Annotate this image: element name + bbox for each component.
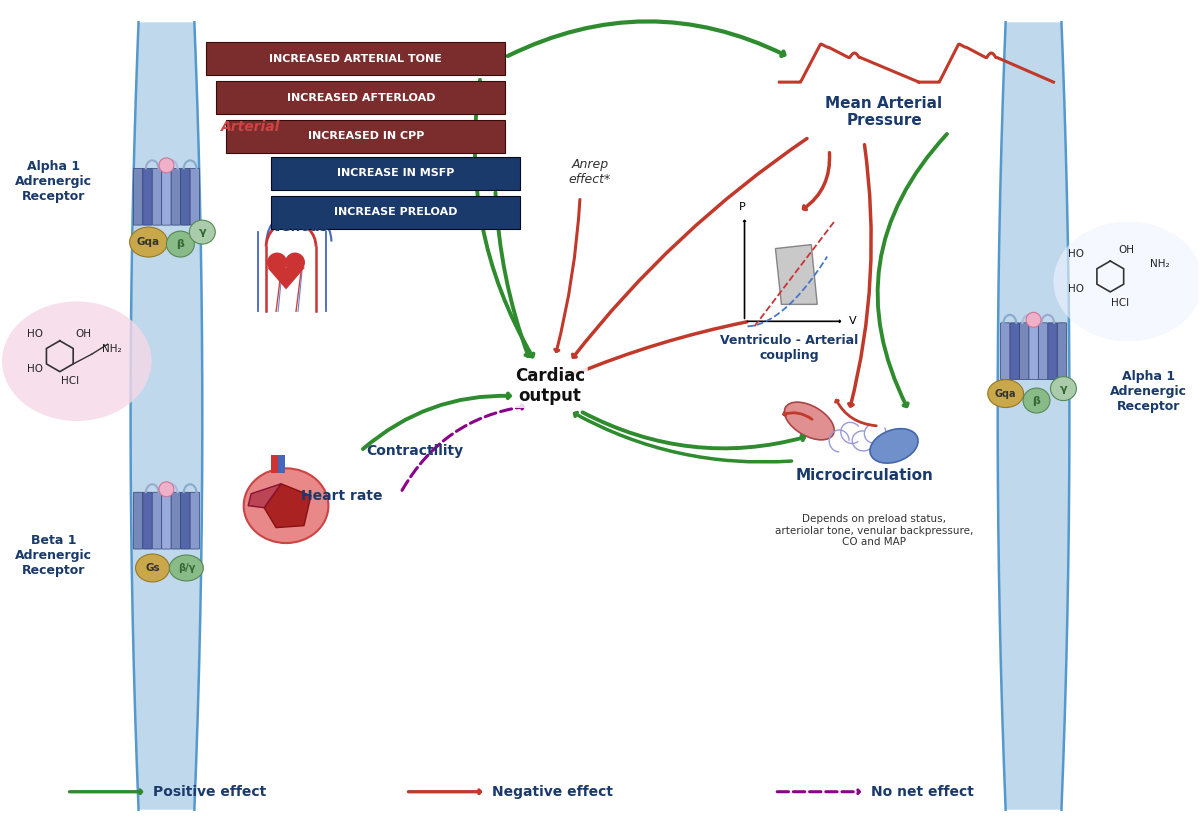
Circle shape xyxy=(1026,312,1042,327)
Text: Gqa: Gqa xyxy=(137,237,160,247)
Text: Cardiac
output: Cardiac output xyxy=(515,366,586,406)
Text: P: P xyxy=(739,202,746,212)
FancyBboxPatch shape xyxy=(172,169,181,225)
Text: HCl: HCl xyxy=(1111,298,1129,308)
FancyBboxPatch shape xyxy=(206,42,505,75)
FancyBboxPatch shape xyxy=(271,196,521,229)
Text: β: β xyxy=(176,239,185,249)
FancyBboxPatch shape xyxy=(162,492,172,549)
FancyBboxPatch shape xyxy=(1019,322,1028,380)
FancyBboxPatch shape xyxy=(227,120,505,153)
FancyBboxPatch shape xyxy=(152,169,162,225)
FancyBboxPatch shape xyxy=(1028,322,1038,380)
Ellipse shape xyxy=(988,380,1024,407)
FancyBboxPatch shape xyxy=(1038,322,1048,380)
Ellipse shape xyxy=(169,555,203,581)
Text: Anrep
effect*: Anrep effect* xyxy=(569,158,611,186)
Bar xyxy=(277,455,284,473)
Text: INCREASED IN CPP: INCREASED IN CPP xyxy=(307,131,424,141)
FancyBboxPatch shape xyxy=(133,169,143,225)
Text: Positive effect: Positive effect xyxy=(154,784,266,799)
Text: NH₂: NH₂ xyxy=(102,344,121,354)
Text: INCREASED ARTERIAL TONE: INCREASED ARTERIAL TONE xyxy=(269,54,443,64)
Text: OH: OH xyxy=(76,329,91,339)
Text: Mean Arterial
Pressure: Mean Arterial Pressure xyxy=(826,96,943,128)
Text: No net effect: No net effect xyxy=(871,784,974,799)
FancyBboxPatch shape xyxy=(181,169,190,225)
FancyBboxPatch shape xyxy=(1001,322,1010,380)
Ellipse shape xyxy=(2,302,151,421)
Ellipse shape xyxy=(870,429,918,463)
Polygon shape xyxy=(997,22,1069,809)
Text: Alpha 1
Adrenergic
Receptor: Alpha 1 Adrenergic Receptor xyxy=(16,160,92,204)
Polygon shape xyxy=(268,268,305,289)
Text: INCREASE IN MSFP: INCREASE IN MSFP xyxy=(337,169,455,179)
Ellipse shape xyxy=(1024,388,1050,413)
FancyBboxPatch shape xyxy=(143,169,152,225)
Text: β: β xyxy=(1032,396,1040,406)
Text: Venous: Venous xyxy=(274,219,330,234)
Ellipse shape xyxy=(167,231,194,257)
Text: Gqa: Gqa xyxy=(995,389,1016,399)
FancyBboxPatch shape xyxy=(190,169,199,225)
FancyBboxPatch shape xyxy=(216,81,505,114)
FancyBboxPatch shape xyxy=(152,492,162,549)
FancyBboxPatch shape xyxy=(143,492,152,549)
FancyBboxPatch shape xyxy=(1010,322,1019,380)
FancyBboxPatch shape xyxy=(1057,322,1067,380)
Text: Heart rate: Heart rate xyxy=(301,489,383,503)
Polygon shape xyxy=(131,22,203,809)
Text: Negative effect: Negative effect xyxy=(492,784,613,799)
Text: Microcirculation: Microcirculation xyxy=(796,469,934,484)
FancyBboxPatch shape xyxy=(133,492,143,549)
Text: Depends on preload status,
arteriolar tone, venular backpressure,
CO and MAP: Depends on preload status, arteriolar to… xyxy=(775,514,973,548)
Polygon shape xyxy=(775,244,817,304)
Text: Beta 1
Adrenergic
Receptor: Beta 1 Adrenergic Receptor xyxy=(16,534,92,577)
Text: HO: HO xyxy=(26,364,43,374)
Text: HCl: HCl xyxy=(61,376,79,386)
Text: Contractility: Contractility xyxy=(366,444,463,458)
Ellipse shape xyxy=(190,220,215,244)
Text: Arterial: Arterial xyxy=(221,120,281,134)
Text: HO: HO xyxy=(1068,284,1085,294)
Circle shape xyxy=(268,253,287,273)
FancyBboxPatch shape xyxy=(1048,322,1057,380)
Circle shape xyxy=(158,158,174,173)
Text: HO: HO xyxy=(26,329,43,339)
Ellipse shape xyxy=(244,469,329,543)
Text: V: V xyxy=(850,317,857,327)
Text: INCREASE PRELOAD: INCREASE PRELOAD xyxy=(334,207,457,217)
Text: Alpha 1
Adrenergic
Receptor: Alpha 1 Adrenergic Receptor xyxy=(1110,370,1187,412)
Circle shape xyxy=(286,253,305,273)
Bar xyxy=(271,455,277,473)
Text: OH: OH xyxy=(1118,244,1134,254)
FancyBboxPatch shape xyxy=(162,169,172,225)
FancyBboxPatch shape xyxy=(190,492,199,549)
Ellipse shape xyxy=(1054,222,1200,342)
FancyBboxPatch shape xyxy=(271,157,521,189)
Text: Ventriculo - Arterial
coupling: Ventriculo - Arterial coupling xyxy=(720,334,858,362)
Text: INCREASED AFTERLOAD: INCREASED AFTERLOAD xyxy=(287,92,436,102)
FancyBboxPatch shape xyxy=(172,492,181,549)
Ellipse shape xyxy=(785,402,834,440)
Circle shape xyxy=(158,482,174,497)
Text: β/γ: β/γ xyxy=(178,563,196,573)
Polygon shape xyxy=(264,484,311,528)
Text: γ: γ xyxy=(198,227,206,237)
Ellipse shape xyxy=(136,554,169,582)
Ellipse shape xyxy=(130,227,168,257)
Text: γ: γ xyxy=(1060,384,1067,394)
Text: HO: HO xyxy=(1068,248,1085,258)
Text: NH₂: NH₂ xyxy=(1151,258,1170,268)
Polygon shape xyxy=(248,484,281,508)
Text: Gs: Gs xyxy=(145,563,160,573)
Ellipse shape xyxy=(1050,376,1076,401)
FancyBboxPatch shape xyxy=(181,492,190,549)
